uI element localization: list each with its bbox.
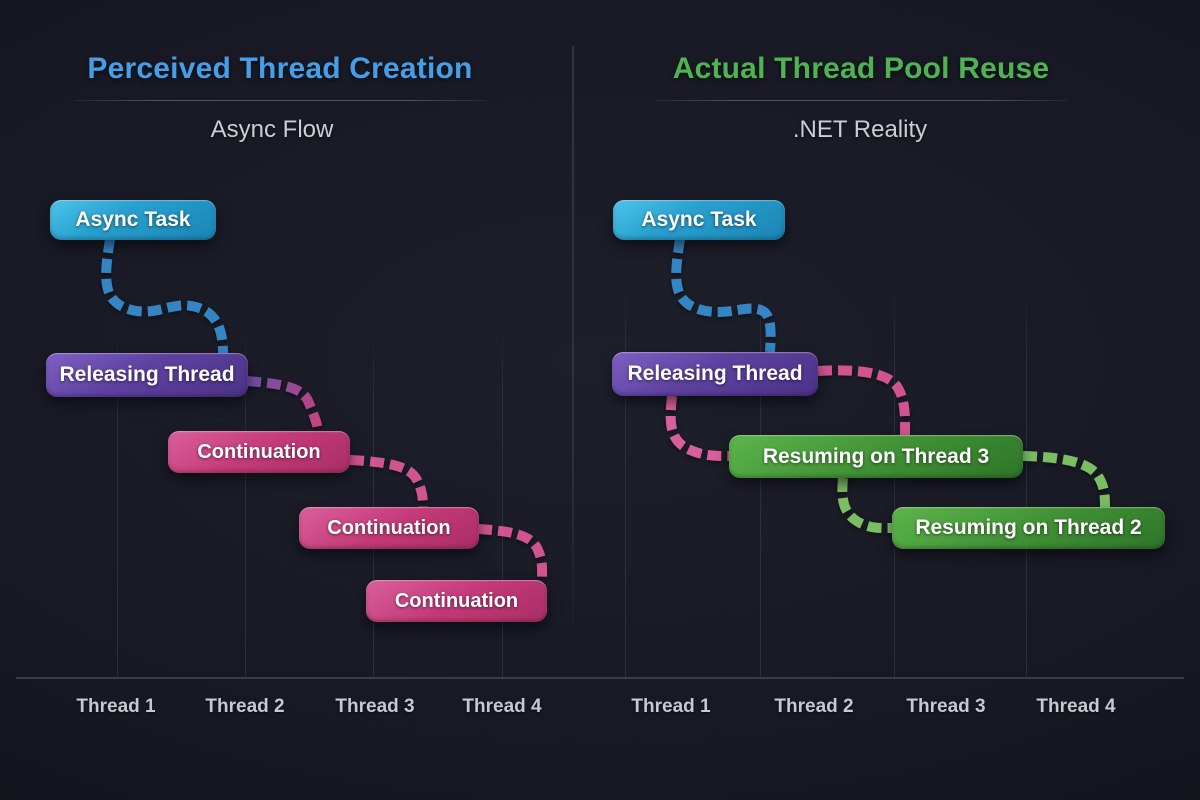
right-panel-header: Actual Thread Pool Reuse xyxy=(611,52,1111,86)
node-right-async-task: Async Task xyxy=(613,200,785,240)
thread-label-left-2: Thread 2 xyxy=(205,696,285,717)
gridline-right-thread-4 xyxy=(1026,285,1027,677)
right-panel-subtitle: .NET Reality xyxy=(792,116,928,143)
connector-left-async-to-release xyxy=(101,238,228,354)
thread-label-right-1: Thread 1 xyxy=(631,696,711,717)
gridline-left-thread-4 xyxy=(502,330,503,677)
node-left-continuation-3: Continuation xyxy=(366,580,547,622)
axis-baseline xyxy=(16,677,1184,679)
right-panel-title: Actual Thread Pool Reuse xyxy=(672,52,1050,85)
panel-divider xyxy=(572,46,574,646)
thread-label-right-2: Thread 2 xyxy=(774,696,854,717)
connector-right-release-to-resume3-left xyxy=(665,395,730,461)
right-title-underline xyxy=(656,100,1068,101)
node-right-resuming-thread-2: Resuming on Thread 2 xyxy=(892,507,1165,549)
node-right-releasing-thread: Releasing Thread xyxy=(612,352,818,396)
connector-left-cont2-to-cont3 xyxy=(477,524,548,581)
thread-label-right-3: Thread 3 xyxy=(906,696,986,717)
thread-label-right-4: Thread 4 xyxy=(1036,696,1116,717)
connector-left-release-to-cont1 xyxy=(246,376,323,432)
gridline-right-thread-1 xyxy=(625,285,626,677)
thread-label-left-4: Thread 4 xyxy=(462,696,542,717)
left-panel-subtitle: Async Flow xyxy=(210,116,334,143)
gridline-right-thread-2 xyxy=(760,285,761,677)
left-panel-title: Perceived Thread Creation xyxy=(87,52,473,85)
node-left-async-task: Async Task xyxy=(50,200,216,240)
node-left-continuation-2: Continuation xyxy=(299,507,479,549)
node-left-continuation-1: Continuation xyxy=(168,431,350,473)
gridline-left-thread-1 xyxy=(117,330,118,677)
connector-right-release-to-resume3-top xyxy=(817,365,911,436)
connector-right-resume3-to-resume2-top xyxy=(1022,451,1110,509)
gridline-left-thread-2 xyxy=(245,330,246,677)
left-panel-header: Perceived Thread Creation xyxy=(30,52,530,86)
node-left-releasing-thread: Releasing Thread xyxy=(46,353,248,397)
connector-right-resume3-to-resume2-left xyxy=(837,477,893,534)
thread-label-left-3: Thread 3 xyxy=(335,696,415,717)
left-title-underline xyxy=(75,100,487,101)
gridline-right-thread-3 xyxy=(894,285,895,677)
connector-right-async-to-release xyxy=(671,238,776,353)
gridline-left-thread-3 xyxy=(373,330,374,677)
node-right-resuming-thread-3: Resuming on Thread 3 xyxy=(729,435,1023,478)
connector-left-cont1-to-cont2 xyxy=(349,455,428,508)
thread-label-left-1: Thread 1 xyxy=(76,696,156,717)
